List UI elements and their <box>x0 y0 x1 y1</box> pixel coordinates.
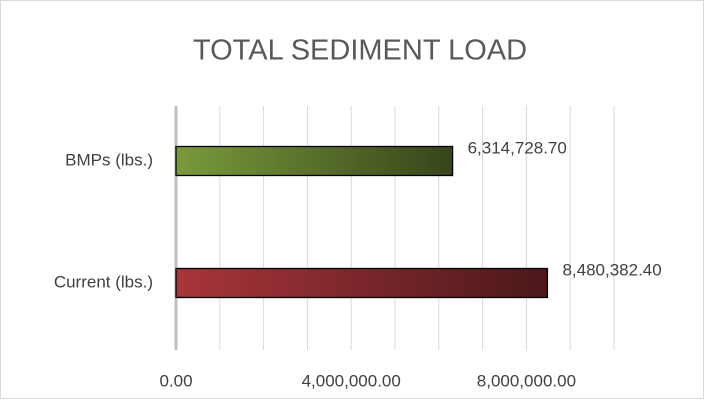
y-tick-label: BMPs (lbs.) <box>65 150 153 169</box>
bar <box>175 145 454 177</box>
x-tick-label: 8,000,000.00 <box>477 371 576 390</box>
y-tick-label: Current (lbs.) <box>54 272 153 291</box>
x-tick-label: 0.00 <box>159 371 192 390</box>
chart-title: TOTAL SEDIMENT LOAD <box>193 35 527 67</box>
x-tick-label: 4,000,000.00 <box>302 371 401 390</box>
bar <box>175 267 549 299</box>
data-label: 6,314,728.70 <box>468 138 567 157</box>
data-label: 8,480,382.40 <box>562 260 661 279</box>
